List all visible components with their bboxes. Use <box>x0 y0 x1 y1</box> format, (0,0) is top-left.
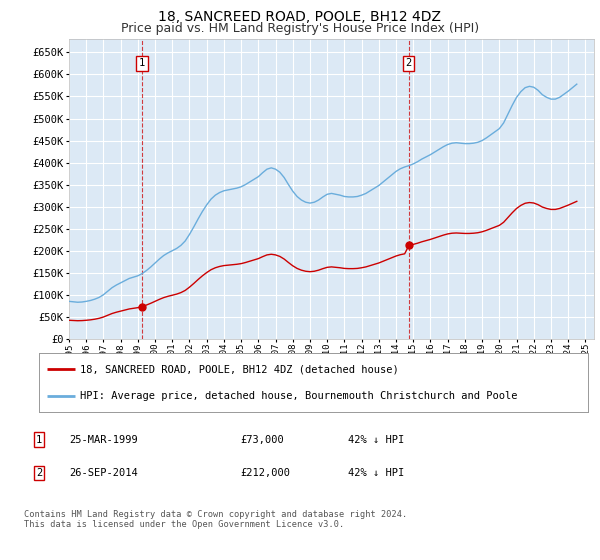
Text: Price paid vs. HM Land Registry's House Price Index (HPI): Price paid vs. HM Land Registry's House … <box>121 22 479 35</box>
Text: 18, SANCREED ROAD, POOLE, BH12 4DZ: 18, SANCREED ROAD, POOLE, BH12 4DZ <box>158 10 442 24</box>
Text: HPI: Average price, detached house, Bournemouth Christchurch and Poole: HPI: Average price, detached house, Bour… <box>80 391 518 402</box>
Text: 42% ↓ HPI: 42% ↓ HPI <box>348 435 404 445</box>
Text: 18, SANCREED ROAD, POOLE, BH12 4DZ (detached house): 18, SANCREED ROAD, POOLE, BH12 4DZ (deta… <box>80 364 399 374</box>
Text: 42% ↓ HPI: 42% ↓ HPI <box>348 468 404 478</box>
Text: 1: 1 <box>139 58 145 68</box>
Text: £73,000: £73,000 <box>240 435 284 445</box>
Text: 1: 1 <box>36 435 42 445</box>
Text: £212,000: £212,000 <box>240 468 290 478</box>
Text: 2: 2 <box>406 58 412 68</box>
Text: 26-SEP-2014: 26-SEP-2014 <box>69 468 138 478</box>
Text: 2: 2 <box>36 468 42 478</box>
Text: 25-MAR-1999: 25-MAR-1999 <box>69 435 138 445</box>
Text: Contains HM Land Registry data © Crown copyright and database right 2024.
This d: Contains HM Land Registry data © Crown c… <box>24 510 407 529</box>
